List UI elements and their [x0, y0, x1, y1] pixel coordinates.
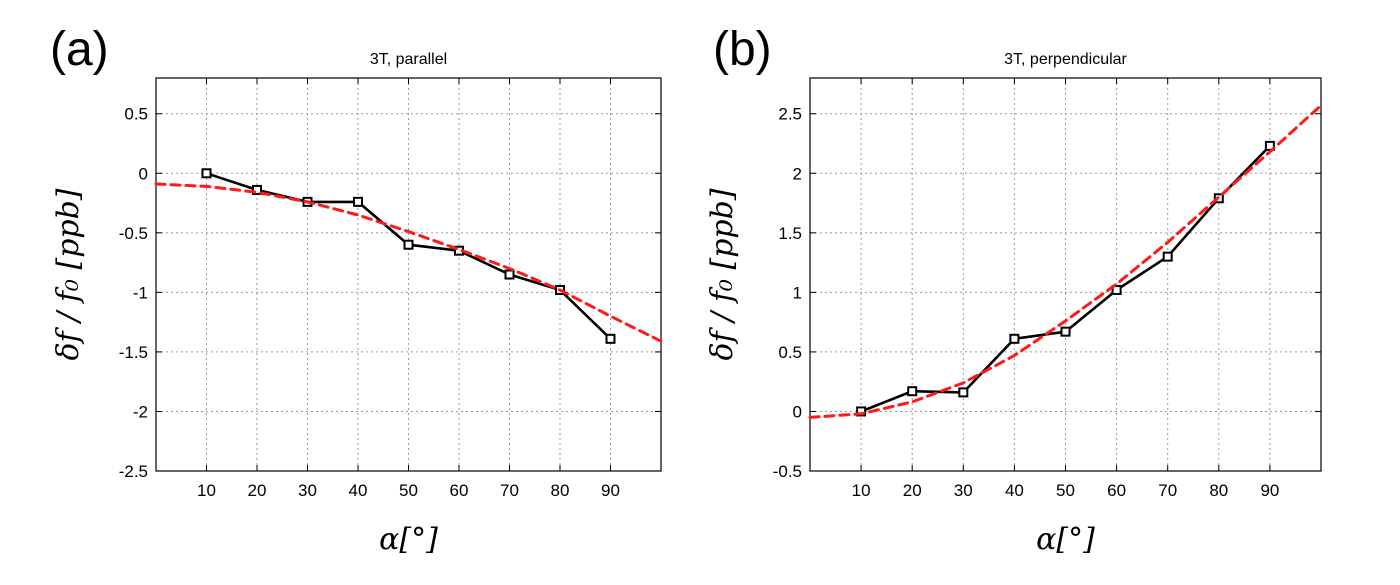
x-tick-label: 10	[852, 481, 871, 500]
x-tick-label: 70	[1158, 481, 1177, 500]
y-axis-label: δf / f₀ [ppb]	[51, 188, 86, 360]
y-tick-label: 2.5	[778, 105, 802, 124]
data-point-marker	[252, 184, 262, 195]
y-tick-label: -2.5	[119, 462, 148, 481]
x-tick-label: 20	[248, 481, 267, 500]
data-point-marker	[403, 239, 414, 250]
data-point-marker	[1162, 251, 1173, 262]
x-tick-label: 40	[349, 481, 368, 500]
x-axis-label: α[°]	[1036, 522, 1095, 557]
x-tick-label: 90	[1260, 481, 1279, 500]
data-point-marker	[958, 387, 969, 398]
x-tick-label: 20	[903, 481, 922, 500]
x-tick-label: 90	[601, 481, 620, 500]
chart-title: 3T, parallel	[370, 51, 447, 68]
y-tick-label: -1.5	[119, 343, 148, 362]
y-tick-label: 2	[793, 164, 802, 183]
data-point-marker	[1060, 326, 1071, 337]
x-tick-label: 30	[298, 481, 317, 500]
y-tick-label: -1	[133, 283, 148, 302]
x-tick-label: 70	[500, 481, 519, 500]
data-point-marker	[504, 269, 515, 280]
y-tick-label: 1.5	[778, 224, 802, 243]
y-tick-label: 0.5	[124, 105, 148, 124]
y-tick-label: 0	[793, 402, 802, 421]
data-point-marker	[353, 196, 363, 207]
x-tick-label: 80	[1209, 481, 1228, 500]
data-point-marker	[1009, 333, 1020, 344]
data-point-marker	[1111, 284, 1122, 295]
y-axis-label: δf / f₀ [ppb]	[705, 188, 740, 360]
x-axis-label: α[°]	[379, 522, 438, 557]
data-point-marker	[201, 168, 212, 179]
y-tick-label: 0	[139, 164, 148, 183]
y-tick-label: 1	[793, 283, 802, 302]
chart-title: 3T, perpendicular	[1004, 51, 1127, 68]
series-fit-dashed-line	[154, 182, 663, 343]
data-point-marker	[907, 386, 918, 397]
data-point-marker	[856, 406, 867, 417]
x-tick-label: 60	[1107, 481, 1126, 500]
series-fit-dashed-line	[808, 103, 1323, 419]
panel-a-letter: (a)	[50, 23, 109, 76]
x-tick-label: 40	[1005, 481, 1024, 500]
x-tick-label: 50	[1056, 481, 1075, 500]
x-tick-label: 80	[551, 481, 570, 500]
x-tick-label: 10	[197, 481, 216, 500]
y-tick-label: -2	[133, 402, 148, 421]
y-tick-label: -0.5	[119, 224, 148, 243]
y-tick-label: -0.5	[773, 462, 802, 481]
data-point-marker	[605, 333, 616, 344]
y-tick-label: 0.5	[778, 343, 802, 362]
x-tick-label: 60	[450, 481, 469, 500]
panel-b-letter: (b)	[713, 23, 772, 76]
x-tick-label: 50	[399, 481, 418, 500]
x-tick-label: 30	[954, 481, 973, 500]
